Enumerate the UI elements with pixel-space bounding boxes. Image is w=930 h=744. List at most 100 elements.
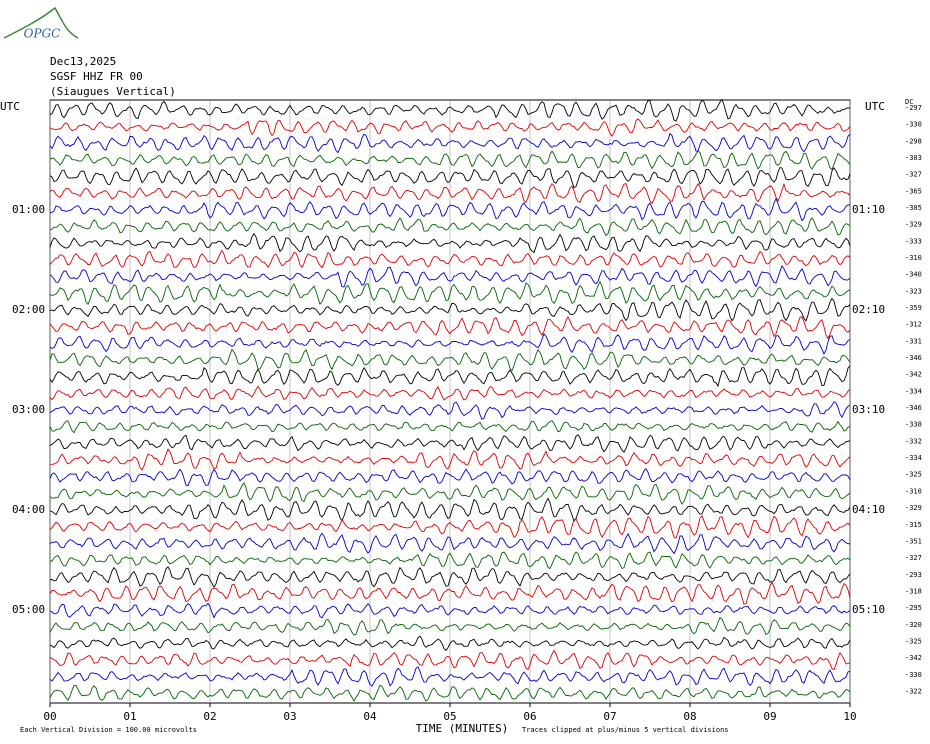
dc-header: DC <box>905 98 913 106</box>
left-label: 04:00 <box>12 503 45 516</box>
axis-title: TIME (MINUTES) <box>416 722 509 735</box>
trace <box>49 448 851 471</box>
trace <box>49 649 851 671</box>
dc-offset: -334 <box>905 454 922 462</box>
component: (Siaugues Vertical) <box>50 85 176 98</box>
dc-offset: -351 <box>905 537 922 545</box>
trace <box>49 434 851 453</box>
clip-note: Traces clipped at plus/minus 5 vertical … <box>522 726 729 734</box>
left-label: 05:00 <box>12 603 45 616</box>
trace <box>49 150 851 171</box>
trace <box>49 197 851 222</box>
trace <box>49 551 851 570</box>
trace <box>49 249 851 269</box>
dc-offset: -310 <box>905 254 922 262</box>
trace <box>49 316 851 340</box>
x-label: 08 <box>683 710 696 723</box>
trace <box>49 514 851 539</box>
trace <box>49 166 851 189</box>
left-label: UTC <box>0 100 20 113</box>
trace <box>49 581 851 605</box>
trace <box>49 385 851 401</box>
dc-offset: -323 <box>905 287 922 295</box>
right-label: 02:10 <box>852 303 885 316</box>
trace <box>49 365 851 388</box>
trace <box>49 232 851 254</box>
dc-offset: -298 <box>905 137 922 145</box>
trace <box>49 420 851 434</box>
logo-curve <box>3 6 79 39</box>
dc-offset: -359 <box>905 304 922 312</box>
dc-offset: -342 <box>905 371 922 379</box>
trace <box>49 616 851 636</box>
right-label: 05:10 <box>852 603 885 616</box>
x-label: 10 <box>843 710 856 723</box>
dc-offset: -327 <box>905 554 922 562</box>
scale-note: Each Vertical Division = 100.00 microvol… <box>20 726 197 734</box>
trace <box>49 532 851 555</box>
dc-offset: -320 <box>905 621 922 629</box>
left-label: 03:00 <box>12 403 45 416</box>
trace <box>49 216 851 237</box>
trace <box>49 297 851 322</box>
trace <box>49 333 851 355</box>
trace <box>49 666 851 687</box>
dc-offset: -293 <box>905 571 922 579</box>
x-label: 01 <box>123 710 136 723</box>
trace <box>49 264 851 288</box>
dc-offset: -305 <box>905 204 922 212</box>
x-label: 03 <box>283 710 296 723</box>
dc-offset: -325 <box>905 637 922 645</box>
trace <box>49 401 851 420</box>
date: Dec13,2025 <box>50 55 116 68</box>
trace <box>49 98 851 122</box>
x-label: 06 <box>523 710 536 723</box>
trace <box>49 482 851 505</box>
station: SGSF HHZ FR 00 <box>50 70 143 83</box>
dc-offset: -318 <box>905 587 922 595</box>
dc-offset: -295 <box>905 604 922 612</box>
dc-offset: -331 <box>905 337 922 345</box>
trace <box>49 467 851 487</box>
dc-offset: -330 <box>905 671 922 679</box>
dc-offset: -297 <box>905 104 922 112</box>
dc-offset: -334 <box>905 387 922 395</box>
trace <box>49 118 851 137</box>
dc-offset: -365 <box>905 187 922 195</box>
dc-offset: -346 <box>905 404 922 412</box>
x-label: 02 <box>203 710 216 723</box>
trace <box>49 182 851 205</box>
dc-offset: -330 <box>905 121 922 129</box>
dc-offset: -342 <box>905 654 922 662</box>
trace <box>49 132 851 154</box>
x-label: 05 <box>443 710 456 723</box>
logo: OPGC <box>24 27 61 41</box>
trace <box>49 684 851 702</box>
dc-offset: -329 <box>905 221 922 229</box>
dc-offset: -327 <box>905 171 922 179</box>
dc-offset: -315 <box>905 521 922 529</box>
dc-offset: -332 <box>905 437 922 445</box>
trace <box>49 280 851 306</box>
trace <box>49 497 851 523</box>
x-label: 07 <box>603 710 616 723</box>
dc-offset: -310 <box>905 487 922 495</box>
left-label: 01:00 <box>12 203 45 216</box>
dc-offset: -346 <box>905 354 922 362</box>
trace <box>49 566 851 589</box>
right-label: 04:10 <box>852 503 885 516</box>
dc-offset: -322 <box>905 687 922 695</box>
x-label: 09 <box>763 710 776 723</box>
dc-offset: -329 <box>905 504 922 512</box>
right-label: 03:10 <box>852 403 885 416</box>
left-label: 02:00 <box>12 303 45 316</box>
x-label: 04 <box>363 710 377 723</box>
trace <box>49 602 851 619</box>
dc-offset: -312 <box>905 321 922 329</box>
dc-offset: -325 <box>905 471 922 479</box>
dc-offset: -303 <box>905 154 922 162</box>
trace <box>49 348 851 372</box>
right-label: 01:10 <box>852 203 885 216</box>
dc-offset: -340 <box>905 271 922 279</box>
